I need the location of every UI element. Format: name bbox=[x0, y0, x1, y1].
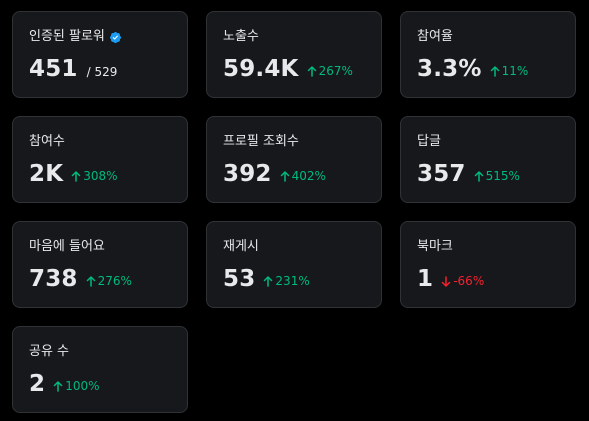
metric-value: 2 bbox=[29, 371, 46, 397]
arrow-up-icon bbox=[263, 276, 273, 287]
metric-change: 402% bbox=[280, 169, 326, 183]
metric-change: 231% bbox=[263, 273, 310, 288]
metric-value: 59.4K bbox=[223, 56, 299, 82]
metric-label: 인증된 팔로워 bbox=[29, 29, 105, 44]
metric-value: 451 bbox=[29, 56, 78, 82]
metric-total: / 529 bbox=[86, 65, 118, 79]
metric-change-value: 100% bbox=[65, 378, 100, 393]
metric-change-value: 11% bbox=[501, 63, 529, 78]
metric-label: 마음에 들어요 bbox=[29, 239, 105, 254]
metric-change: 515% bbox=[474, 169, 520, 183]
arrow-up-icon bbox=[53, 381, 63, 392]
metric-label: 답글 bbox=[417, 134, 441, 149]
metric-value: 1 bbox=[417, 266, 434, 292]
metric-label: 노출수 bbox=[223, 29, 259, 44]
metric-card-engagements: 참여수 2K 308% bbox=[12, 116, 188, 203]
metric-change: 267% bbox=[307, 64, 353, 78]
metric-change-value: 402% bbox=[291, 168, 326, 183]
metric-label: 공유 수 bbox=[29, 344, 70, 359]
metric-label: 프로필 조회수 bbox=[223, 134, 299, 149]
metric-change-value: -66% bbox=[453, 273, 485, 288]
metric-change: -66% bbox=[441, 274, 484, 288]
metric-value: 392 bbox=[223, 161, 272, 187]
metric-label: 참여수 bbox=[29, 134, 65, 149]
metric-change: 11% bbox=[490, 63, 529, 78]
arrow-down-icon bbox=[441, 276, 451, 287]
metric-card-profile-visits: 프로필 조회수 392 402% bbox=[206, 116, 382, 203]
metric-change-value: 267% bbox=[318, 63, 353, 78]
metric-value: 53 bbox=[223, 266, 256, 292]
arrow-up-icon bbox=[474, 171, 484, 182]
metric-value: 357 bbox=[417, 161, 466, 187]
arrow-up-icon bbox=[86, 276, 96, 287]
metric-change-value: 308% bbox=[83, 168, 118, 183]
arrow-up-icon bbox=[490, 66, 500, 77]
arrow-up-icon bbox=[307, 66, 317, 77]
metric-label: 북마크 bbox=[417, 239, 453, 254]
metric-label: 참여율 bbox=[417, 29, 453, 44]
metric-card-verified-followers: 인증된 팔로워 451 / 529 bbox=[12, 11, 188, 98]
metric-change-value: 276% bbox=[97, 273, 132, 288]
metric-card-engagement-rate: 참여율 3.3% 11% bbox=[400, 11, 576, 98]
metric-change: 100% bbox=[53, 378, 100, 393]
metric-change: 276% bbox=[86, 274, 132, 288]
metric-change-value: 231% bbox=[275, 273, 310, 288]
metric-label: 재게시 bbox=[223, 239, 259, 254]
metric-card-bookmarks: 북마크 1 -66% bbox=[400, 221, 576, 308]
verified-badge-icon bbox=[109, 31, 121, 43]
metric-card-reposts: 재게시 53 231% bbox=[206, 221, 382, 308]
metric-card-shares: 공유 수 2 100% bbox=[12, 326, 188, 413]
metric-card-impressions: 노출수 59.4K 267% bbox=[206, 11, 382, 98]
metric-card-likes: 마음에 들어요 738 276% bbox=[12, 221, 188, 308]
metric-change-value: 515% bbox=[485, 168, 520, 183]
metric-value: 2K bbox=[29, 161, 64, 187]
metric-change: 308% bbox=[71, 168, 118, 183]
arrow-up-icon bbox=[71, 171, 81, 182]
metric-value: 738 bbox=[29, 266, 78, 292]
metric-value: 3.3% bbox=[417, 56, 482, 82]
metric-card-replies: 답글 357 515% bbox=[400, 116, 576, 203]
arrow-up-icon bbox=[280, 171, 290, 182]
